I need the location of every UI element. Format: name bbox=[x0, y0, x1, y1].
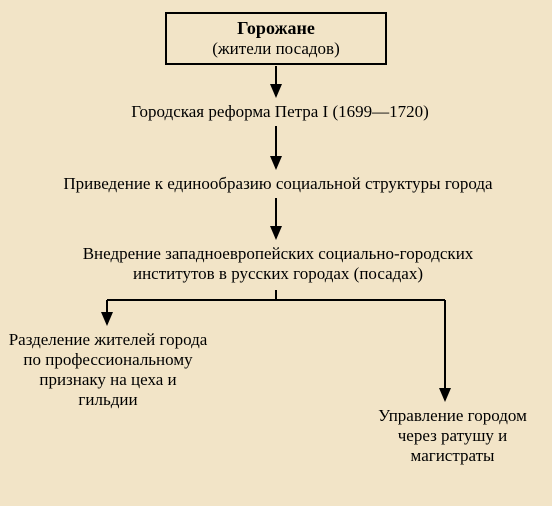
title-box: Горожане (жители посадов) bbox=[165, 12, 387, 65]
node-uniformity: Приведение к единообразию социальной стр… bbox=[30, 174, 526, 194]
node-reform: Городская реформа Петра I (1699—1720) bbox=[100, 102, 460, 122]
node-magistrates: Управление городом через ратушу и магист… bbox=[360, 406, 545, 466]
title-main: Горожане bbox=[191, 18, 361, 39]
node-guilds: Разделение жителей города по профессиона… bbox=[8, 330, 208, 410]
node-institutions: Внедрение западноевропейских социально-г… bbox=[40, 244, 516, 284]
title-sub: (жители посадов) bbox=[191, 39, 361, 59]
